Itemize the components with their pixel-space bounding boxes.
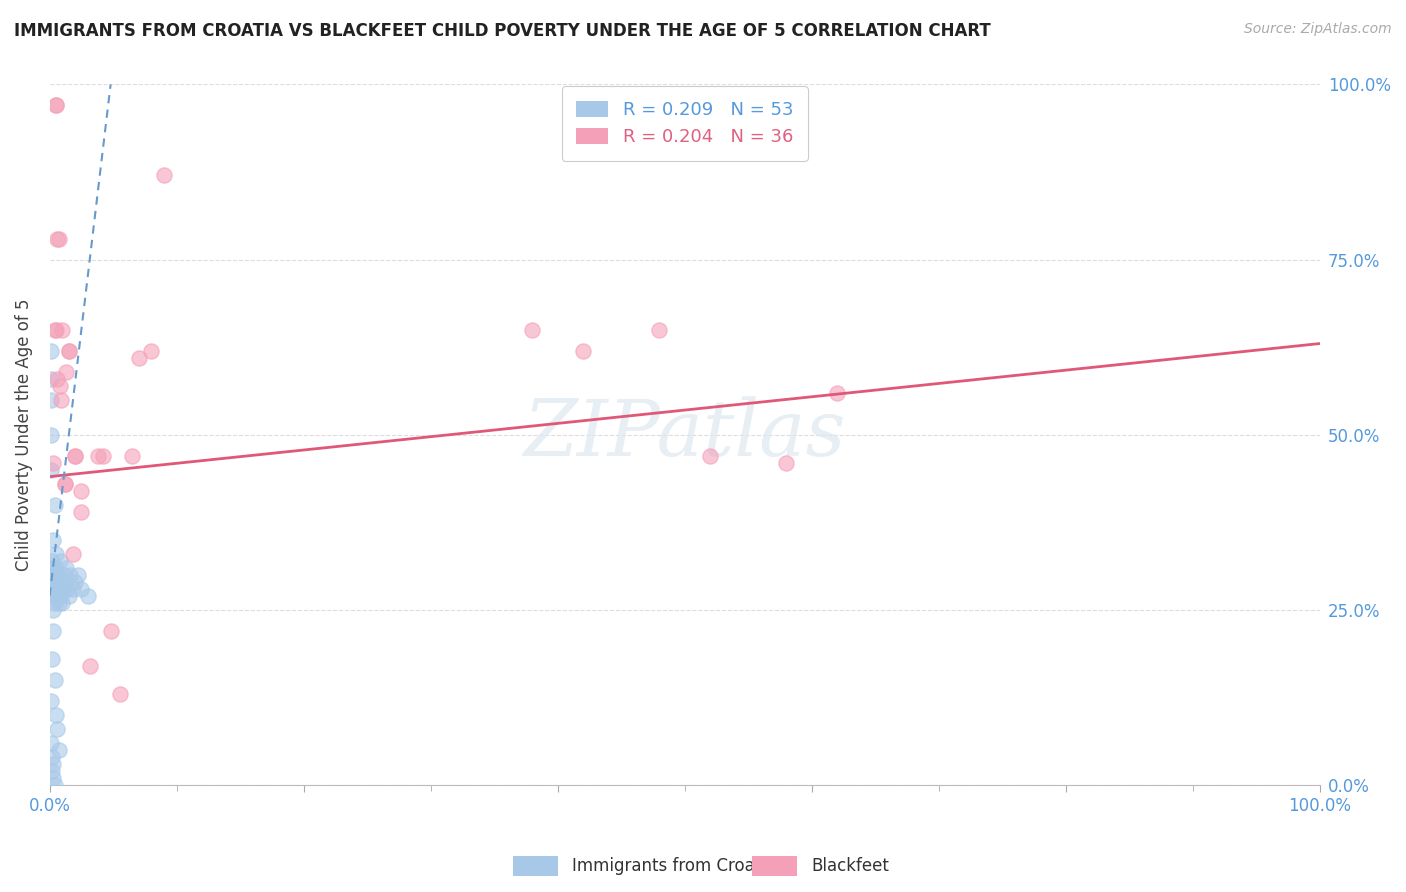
Point bbox=[41, 651, 63, 665]
Point bbox=[39, 736, 62, 750]
Point bbox=[41, 567, 63, 582]
Text: Source: ZipAtlas.com: Source: ZipAtlas.com bbox=[1244, 22, 1392, 37]
Point bbox=[45, 547, 67, 561]
Point bbox=[39, 462, 62, 476]
Point bbox=[39, 694, 62, 708]
Point bbox=[153, 169, 176, 183]
Point bbox=[46, 582, 69, 596]
Point bbox=[44, 778, 66, 792]
Text: Blackfeet: Blackfeet bbox=[811, 857, 889, 875]
Point bbox=[42, 456, 65, 470]
Legend: R = 0.209   N = 53, R = 0.204   N = 36: R = 0.209 N = 53, R = 0.204 N = 36 bbox=[561, 87, 808, 161]
Point bbox=[522, 322, 544, 336]
Point bbox=[66, 567, 89, 582]
Point bbox=[44, 596, 66, 610]
Point bbox=[42, 602, 65, 616]
Point bbox=[39, 371, 62, 385]
Point bbox=[55, 365, 77, 379]
Point bbox=[775, 456, 797, 470]
Point bbox=[42, 624, 65, 638]
Point bbox=[39, 392, 62, 407]
Point bbox=[45, 589, 67, 603]
Point bbox=[41, 554, 63, 568]
Point bbox=[59, 567, 82, 582]
Point bbox=[49, 589, 72, 603]
Text: Immigrants from Croatia: Immigrants from Croatia bbox=[572, 857, 776, 875]
Point bbox=[42, 533, 65, 547]
Point bbox=[45, 707, 67, 722]
Point bbox=[46, 231, 69, 245]
Point bbox=[128, 351, 150, 365]
Point bbox=[44, 498, 66, 512]
Point bbox=[56, 582, 79, 596]
Point bbox=[572, 343, 595, 358]
Point bbox=[45, 98, 67, 112]
Point bbox=[62, 547, 84, 561]
Point bbox=[39, 427, 62, 442]
Point bbox=[44, 322, 66, 336]
Text: IMMIGRANTS FROM CROATIA VS BLACKFEET CHILD POVERTY UNDER THE AGE OF 5 CORRELATIO: IMMIGRANTS FROM CROATIA VS BLACKFEET CHI… bbox=[14, 22, 991, 40]
Point bbox=[108, 687, 131, 701]
Point bbox=[70, 483, 93, 498]
Point bbox=[51, 596, 73, 610]
Text: ZIPatlas: ZIPatlas bbox=[523, 396, 846, 473]
Point bbox=[48, 231, 70, 245]
Point bbox=[39, 343, 62, 358]
Y-axis label: Child Poverty Under the Age of 5: Child Poverty Under the Age of 5 bbox=[15, 298, 32, 571]
Point bbox=[42, 560, 65, 574]
Point bbox=[44, 582, 66, 596]
Point bbox=[76, 589, 98, 603]
Point bbox=[46, 722, 69, 736]
Point bbox=[45, 560, 67, 574]
Point bbox=[53, 476, 76, 491]
Point bbox=[42, 589, 65, 603]
Point bbox=[53, 476, 76, 491]
Point bbox=[46, 567, 69, 582]
Point bbox=[41, 582, 63, 596]
Point bbox=[63, 449, 86, 463]
Point bbox=[41, 764, 63, 778]
Point bbox=[48, 596, 70, 610]
Point bbox=[45, 98, 67, 112]
Point bbox=[55, 560, 77, 574]
Point bbox=[141, 343, 163, 358]
Point bbox=[42, 756, 65, 771]
Point bbox=[41, 749, 63, 764]
Point bbox=[121, 449, 143, 463]
Point bbox=[648, 322, 671, 336]
Point bbox=[62, 582, 84, 596]
Point bbox=[51, 322, 73, 336]
Point bbox=[41, 560, 63, 574]
Point bbox=[45, 322, 67, 336]
Point bbox=[63, 449, 86, 463]
Point bbox=[49, 378, 72, 392]
Point bbox=[58, 343, 80, 358]
Point bbox=[63, 574, 86, 589]
Point bbox=[49, 392, 72, 407]
Point bbox=[42, 574, 65, 589]
Point bbox=[825, 385, 848, 400]
Point bbox=[49, 582, 72, 596]
Point bbox=[100, 624, 122, 638]
Point bbox=[70, 505, 93, 519]
Point bbox=[53, 574, 76, 589]
Point bbox=[699, 449, 721, 463]
Point bbox=[52, 567, 75, 582]
Point bbox=[70, 582, 93, 596]
Point bbox=[87, 449, 110, 463]
Point bbox=[58, 589, 80, 603]
Point bbox=[48, 743, 70, 757]
Point bbox=[91, 449, 114, 463]
Point bbox=[49, 554, 72, 568]
Point bbox=[58, 343, 80, 358]
Point bbox=[44, 673, 66, 687]
Point bbox=[79, 658, 101, 673]
Point bbox=[46, 371, 69, 385]
Point bbox=[42, 771, 65, 785]
Point bbox=[51, 582, 73, 596]
Point bbox=[48, 574, 70, 589]
